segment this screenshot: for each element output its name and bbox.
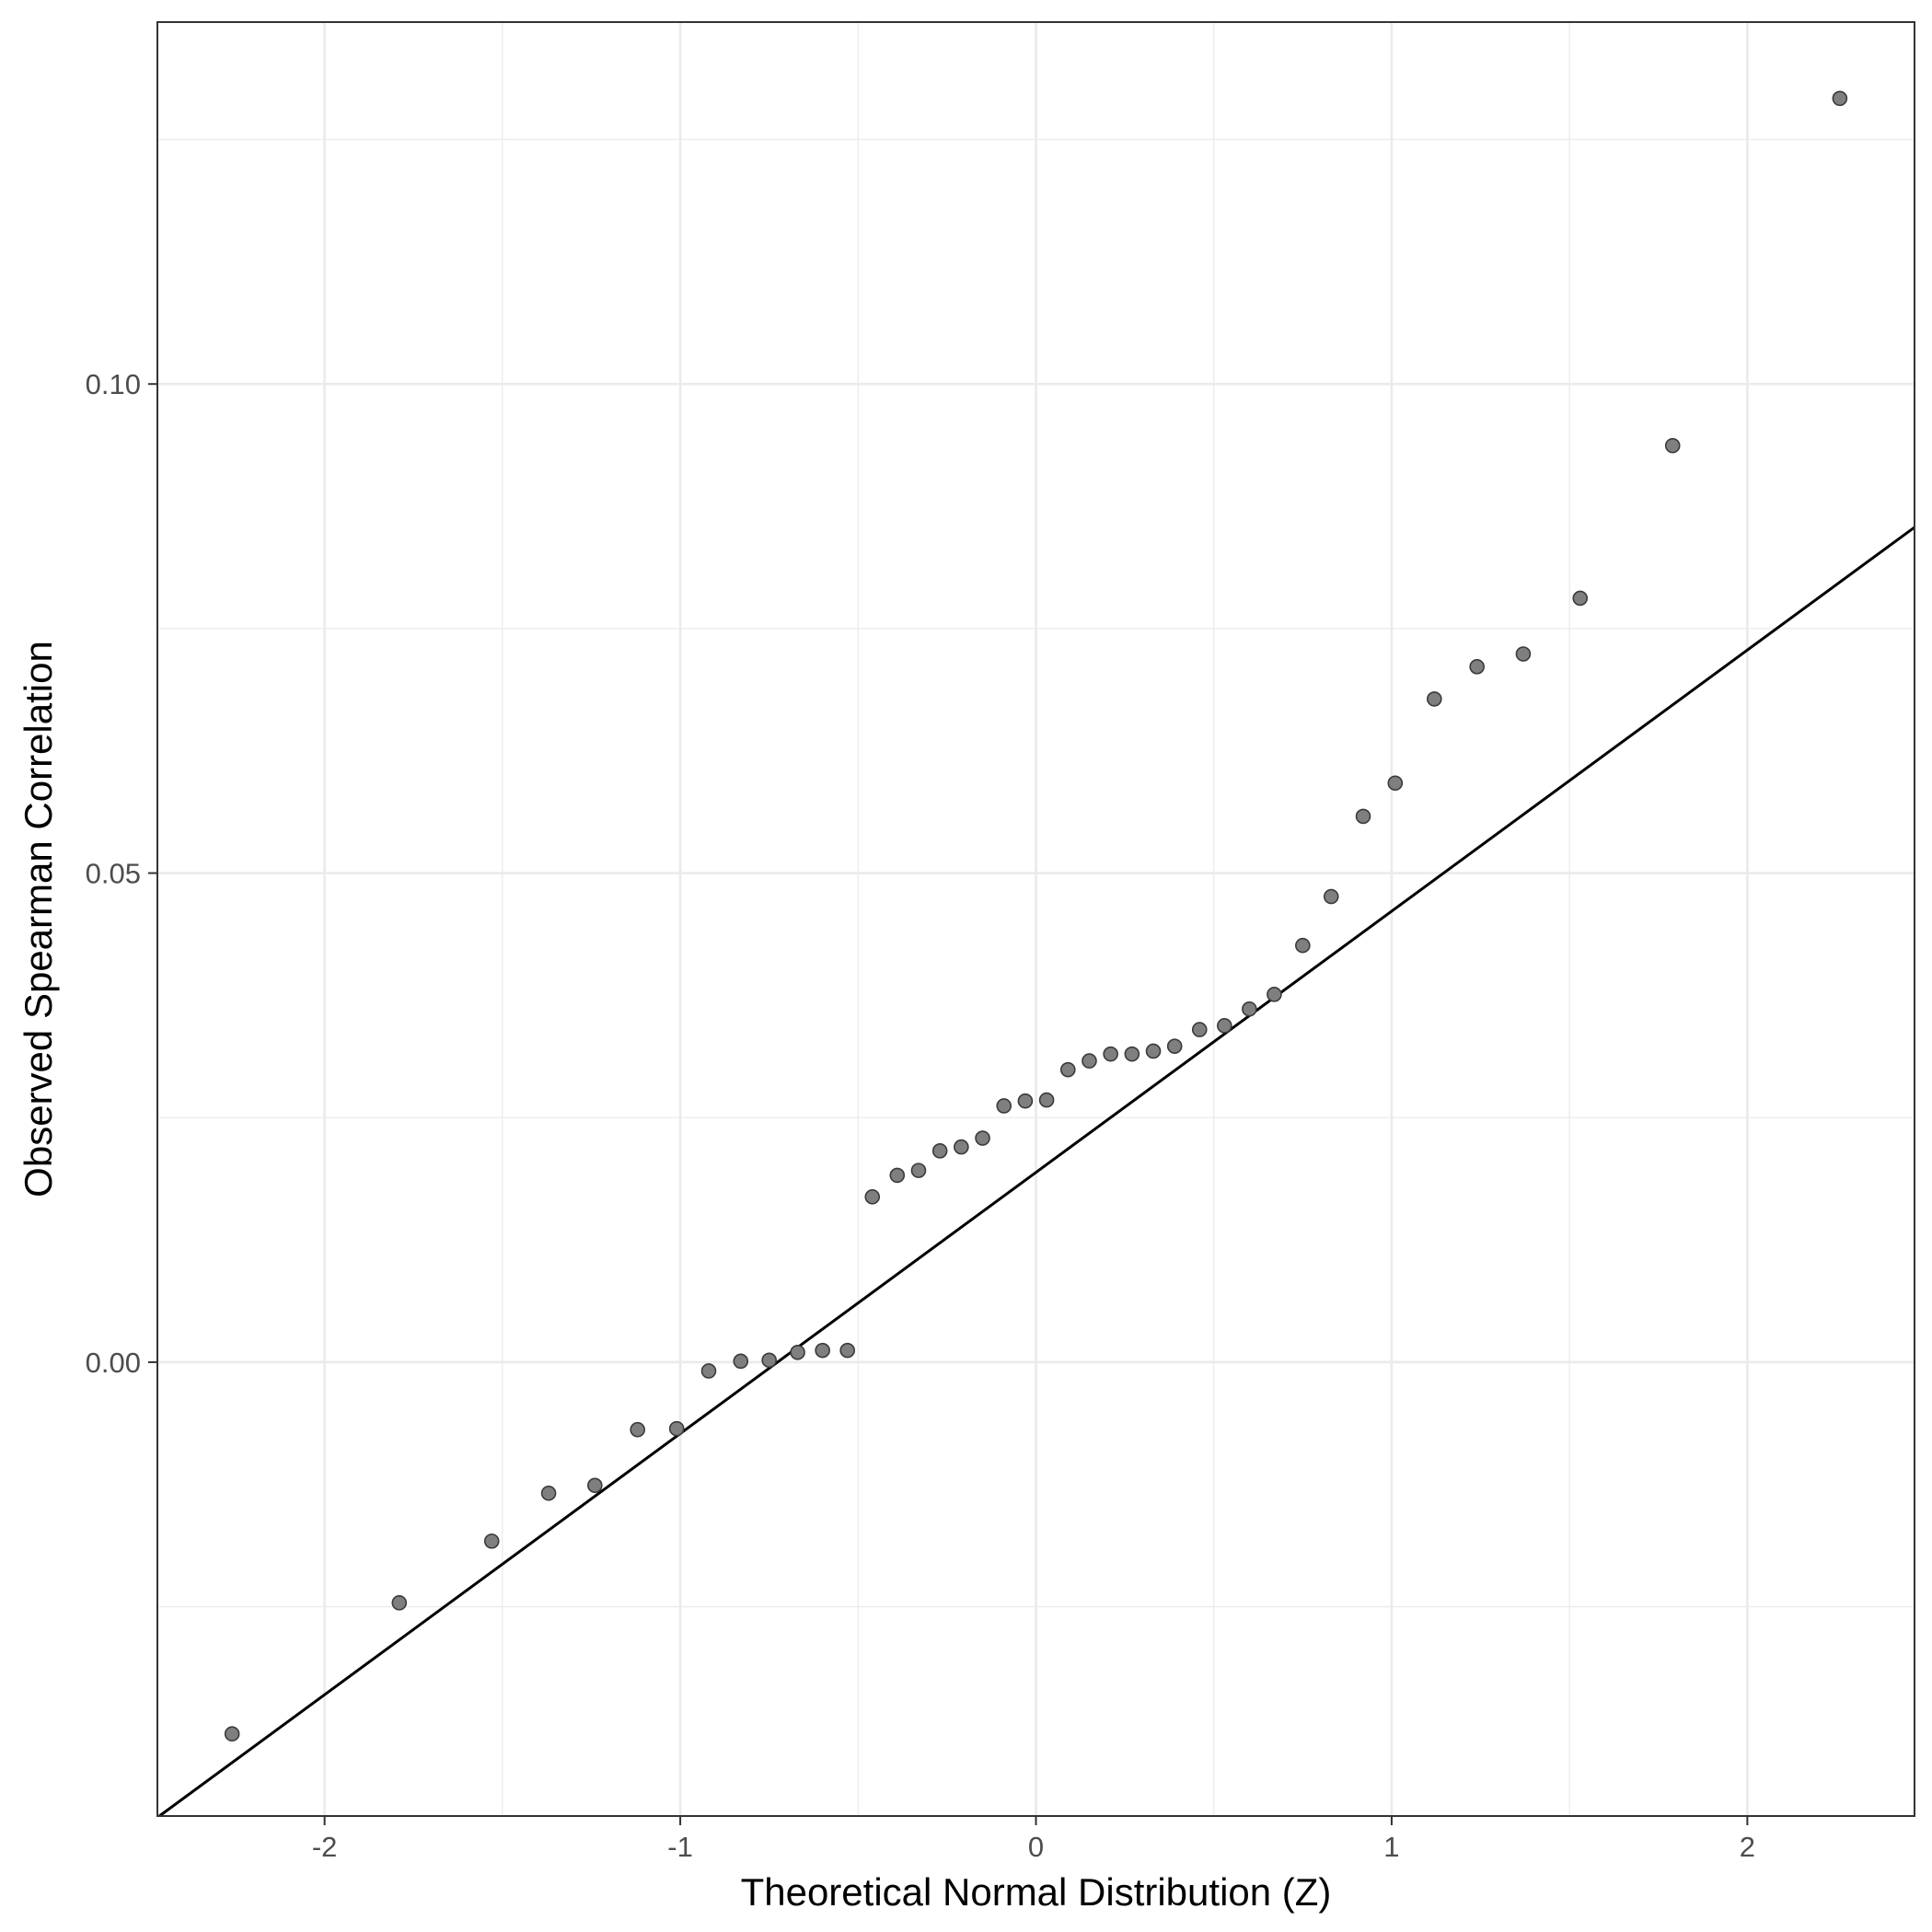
- data-point: [954, 1139, 969, 1155]
- data-point: [1832, 90, 1848, 107]
- data-point: [815, 1342, 830, 1359]
- data-points: [224, 90, 1848, 1742]
- data-point: [1038, 1092, 1055, 1108]
- data-point: [1469, 659, 1485, 675]
- y-axis: 0.00 0.05 0.10: [86, 368, 157, 1379]
- data-point: [700, 1363, 717, 1379]
- data-point: [630, 1421, 645, 1438]
- y-tick-label: 0.00: [86, 1347, 141, 1379]
- qq-reference-line: [158, 526, 1915, 1818]
- data-point: [1145, 1043, 1162, 1059]
- data-point: [1082, 1053, 1097, 1069]
- data-point: [1267, 987, 1282, 1002]
- data-point: [483, 1533, 500, 1549]
- reference-line-layer: [158, 526, 1915, 1818]
- x-tick-label: 2: [1740, 1831, 1755, 1863]
- data-point: [540, 1486, 557, 1501]
- x-tick-label: -2: [312, 1831, 338, 1863]
- data-point: [1572, 590, 1589, 607]
- data-point: [790, 1344, 805, 1360]
- x-tick-label: 0: [1028, 1831, 1044, 1863]
- data-point: [931, 1143, 948, 1159]
- data-point: [1295, 937, 1311, 954]
- data-point: [1059, 1061, 1076, 1078]
- data-point: [1017, 1093, 1034, 1109]
- data-point: [761, 1352, 777, 1369]
- data-point: [1355, 808, 1371, 825]
- data-point: [839, 1342, 855, 1359]
- data-point: [864, 1189, 881, 1205]
- x-axis-title: Theoretical Normal Distribution (Z): [741, 1870, 1332, 1914]
- data-point: [1323, 888, 1339, 905]
- data-point: [1103, 1046, 1118, 1062]
- data-point: [910, 1163, 927, 1178]
- x-axis: -2 -1 0 1 2: [312, 1816, 1755, 1863]
- data-point: [1427, 691, 1442, 707]
- data-point: [1191, 1022, 1208, 1037]
- major-gridlines: [157, 22, 1915, 1816]
- x-tick-label: -1: [667, 1831, 693, 1863]
- data-point: [1166, 1038, 1183, 1054]
- data-point: [1242, 1001, 1257, 1017]
- data-point: [975, 1130, 990, 1146]
- x-tick-label: 1: [1383, 1831, 1399, 1863]
- y-axis-title: Observed Spearman Correlation: [17, 641, 60, 1197]
- y-tick-label: 0.10: [86, 368, 141, 400]
- data-point: [889, 1167, 906, 1184]
- data-point: [391, 1595, 408, 1611]
- data-point: [668, 1420, 685, 1437]
- data-point: [733, 1353, 749, 1370]
- data-point: [587, 1477, 603, 1494]
- data-point: [1515, 646, 1532, 662]
- data-point: [1124, 1046, 1140, 1062]
- data-point: [996, 1098, 1012, 1114]
- data-point: [1217, 1018, 1232, 1034]
- data-point: [1664, 437, 1681, 454]
- data-point: [224, 1726, 240, 1742]
- data-point: [1387, 775, 1404, 792]
- y-tick-label: 0.05: [86, 858, 141, 890]
